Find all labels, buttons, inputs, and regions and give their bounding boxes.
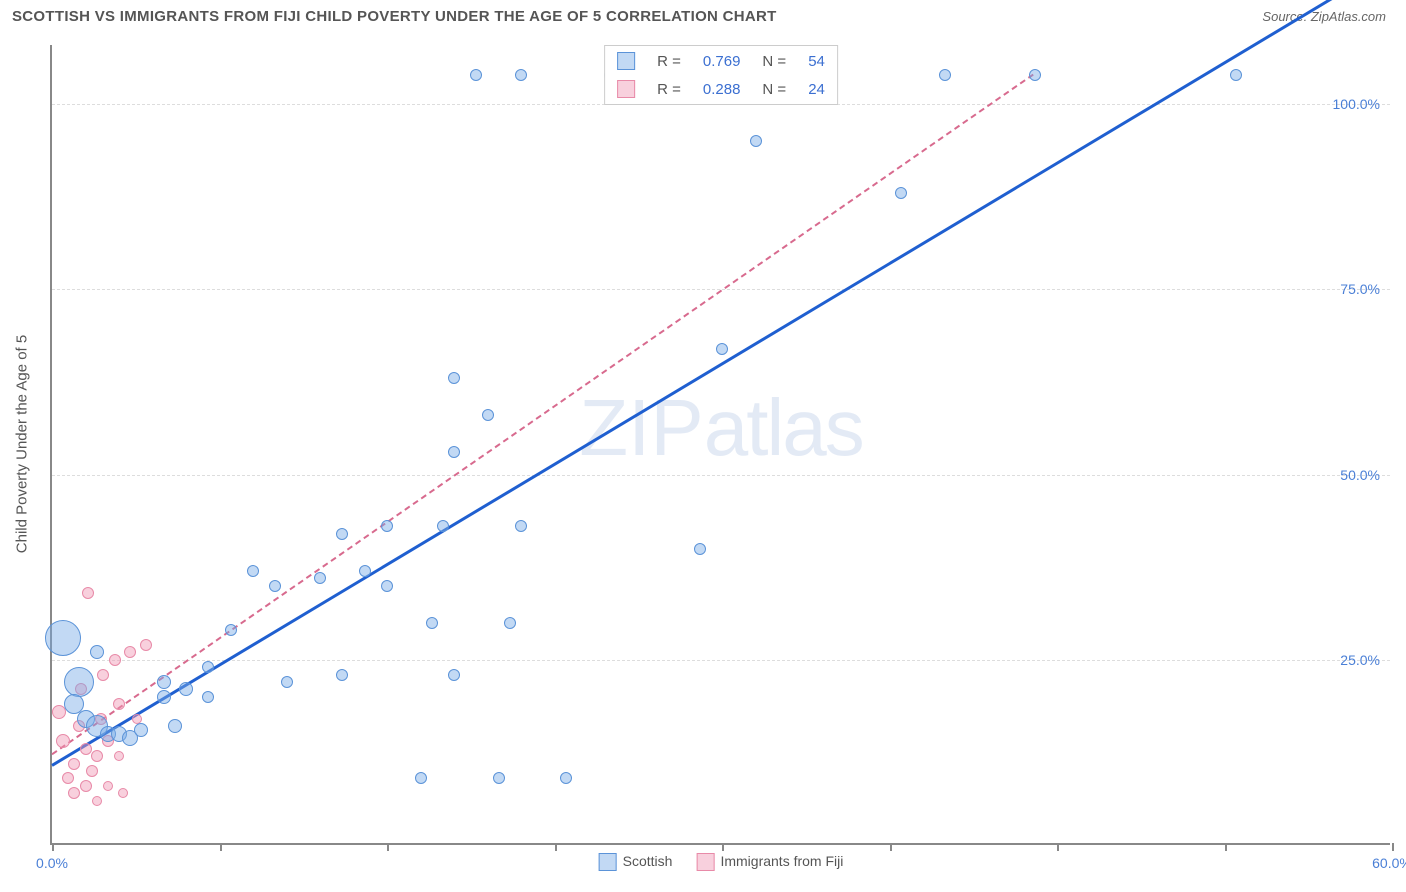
data-point xyxy=(225,624,237,636)
data-point xyxy=(80,743,92,755)
data-point xyxy=(90,645,104,659)
data-point xyxy=(179,682,193,696)
data-point xyxy=(202,691,214,703)
data-point xyxy=(157,690,171,704)
data-point xyxy=(336,528,348,540)
xtick-mark xyxy=(1225,843,1227,851)
xtick-mark xyxy=(387,843,389,851)
trend-line xyxy=(52,75,1033,755)
scottish-n-value: 54 xyxy=(798,48,835,74)
data-point xyxy=(415,772,427,784)
data-point xyxy=(91,750,103,762)
data-point xyxy=(97,669,109,681)
xtick-mark xyxy=(220,843,222,851)
data-point xyxy=(168,719,182,733)
data-point xyxy=(560,772,572,784)
data-point xyxy=(281,676,293,688)
data-point xyxy=(68,787,80,799)
fiji-n-value: 24 xyxy=(798,76,835,102)
data-point xyxy=(750,135,762,147)
data-point xyxy=(470,69,482,81)
data-point xyxy=(895,187,907,199)
scottish-swatch-icon xyxy=(599,853,617,871)
data-point xyxy=(336,669,348,681)
data-point xyxy=(134,723,148,737)
data-point xyxy=(448,372,460,384)
data-point xyxy=(448,669,460,681)
data-point xyxy=(82,587,94,599)
xtick-mark xyxy=(890,843,892,851)
y-axis-label: Child Poverty Under the Age of 5 xyxy=(14,335,31,553)
data-point xyxy=(118,788,128,798)
xtick-label: 60.0% xyxy=(1372,855,1406,871)
stats-legend: R = 0.769 N = 54 R = 0.288 N = 24 xyxy=(604,45,838,105)
data-point xyxy=(426,617,438,629)
data-point xyxy=(80,780,92,792)
trend-line xyxy=(52,0,1390,765)
data-point xyxy=(247,565,259,577)
chart-header: SCOTTISH VS IMMIGRANTS FROM FIJI CHILD P… xyxy=(0,0,1406,33)
scottish-r-value: 0.769 xyxy=(693,48,751,74)
data-point xyxy=(64,667,94,697)
xtick-mark xyxy=(1392,843,1394,851)
data-point xyxy=(124,646,136,658)
xtick-mark xyxy=(1057,843,1059,851)
data-point xyxy=(381,580,393,592)
fiji-swatch-icon xyxy=(696,853,714,871)
data-point xyxy=(939,69,951,81)
data-point xyxy=(515,520,527,532)
data-point xyxy=(1230,69,1242,81)
data-point xyxy=(482,409,494,421)
data-point xyxy=(359,565,371,577)
source-label: Source: ZipAtlas.com xyxy=(1262,9,1386,24)
xtick-mark xyxy=(52,843,54,851)
data-point xyxy=(114,751,124,761)
legend-item-scottish: Scottish xyxy=(599,853,673,871)
xtick-label: 0.0% xyxy=(36,855,68,871)
data-point xyxy=(314,572,326,584)
data-point xyxy=(45,620,81,656)
stats-row-fiji: R = 0.288 N = 24 xyxy=(607,76,835,102)
data-point xyxy=(52,705,66,719)
fiji-swatch xyxy=(617,80,635,98)
legend-item-fiji: Immigrants from Fiji xyxy=(696,853,843,871)
data-point xyxy=(68,758,80,770)
data-point xyxy=(202,661,214,673)
data-point xyxy=(437,520,449,532)
data-point xyxy=(504,617,516,629)
data-point xyxy=(515,69,527,81)
data-point xyxy=(381,520,393,532)
scottish-swatch xyxy=(617,52,635,70)
data-point xyxy=(157,675,171,689)
data-point xyxy=(269,580,281,592)
data-point xyxy=(716,343,728,355)
trend-lines xyxy=(52,45,1390,843)
data-point xyxy=(92,796,102,806)
fiji-r-value: 0.288 xyxy=(693,76,751,102)
data-point xyxy=(103,781,113,791)
data-point xyxy=(694,543,706,555)
chart-title: SCOTTISH VS IMMIGRANTS FROM FIJI CHILD P… xyxy=(12,8,777,25)
xtick-mark xyxy=(722,843,724,851)
xtick-mark xyxy=(555,843,557,851)
data-point xyxy=(140,639,152,651)
correlation-scatter-chart: Child Poverty Under the Age of 5 25.0%50… xyxy=(50,45,1390,845)
data-point xyxy=(448,446,460,458)
stats-row-scottish: R = 0.769 N = 54 xyxy=(607,48,835,74)
data-point xyxy=(56,734,70,748)
data-point xyxy=(493,772,505,784)
data-point xyxy=(113,698,125,710)
series-legend: Scottish Immigrants from Fiji xyxy=(599,853,844,871)
data-point xyxy=(86,765,98,777)
data-point xyxy=(1029,69,1041,81)
data-point xyxy=(62,772,74,784)
data-point xyxy=(109,654,121,666)
